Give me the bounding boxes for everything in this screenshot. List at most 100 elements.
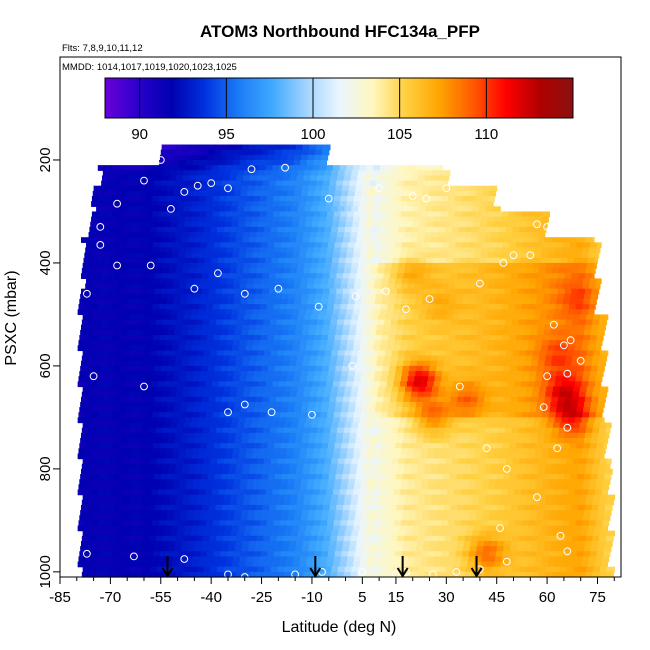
heatmap-cell [196, 170, 205, 177]
heatmap-cell [211, 221, 219, 228]
heatmap-cell [574, 345, 583, 352]
heatmap-cell [235, 144, 243, 151]
heatmap-cell [259, 340, 268, 346]
heatmap-cell [460, 201, 468, 207]
heatmap-cell [342, 329, 350, 336]
heatmap-cell [463, 432, 472, 439]
heatmap-cell [191, 309, 200, 316]
heatmap-cell [237, 350, 245, 357]
heatmap-cell [217, 206, 225, 213]
heatmap-cell [234, 293, 242, 300]
heatmap-cell [141, 468, 149, 475]
heatmap-cell [529, 443, 537, 449]
heatmap-cell [298, 257, 306, 264]
heatmap-cell [159, 242, 168, 249]
heatmap-cell [133, 443, 141, 449]
heatmap-cell [159, 298, 168, 305]
heatmap-cell [117, 216, 126, 223]
heatmap-cell [240, 371, 248, 377]
heatmap-cell [489, 407, 497, 413]
heatmap-cell [375, 185, 384, 192]
heatmap-cell [605, 396, 606, 403]
heatmap-cell [259, 453, 267, 460]
heatmap-cell [240, 443, 248, 449]
heatmap-cell [501, 484, 510, 491]
heatmap-cell [105, 412, 113, 418]
heatmap-cell [511, 232, 520, 238]
heatmap-cell [99, 443, 107, 449]
heatmap-cell [280, 412, 288, 418]
heatmap-cell [264, 386, 272, 393]
heatmap-cell [159, 479, 168, 485]
heatmap-cell [547, 417, 556, 424]
heatmap-cell [536, 407, 544, 413]
heatmap-cell [505, 350, 514, 357]
heatmap-cell [383, 324, 391, 331]
heatmap-cell [531, 237, 539, 243]
heatmap-cell [576, 407, 584, 413]
heatmap-cell [82, 458, 90, 465]
heatmap-cell [133, 401, 142, 408]
heatmap-cell [104, 201, 112, 207]
heatmap-cell [569, 298, 578, 305]
heatmap-cell [414, 211, 422, 218]
heatmap-cell [243, 319, 251, 326]
heatmap-cell [118, 196, 127, 202]
heatmap-cell [212, 345, 220, 352]
heatmap-cell [191, 165, 200, 171]
heatmap-cell [484, 432, 492, 439]
heatmap-cell [366, 309, 374, 316]
heatmap-cell [160, 365, 169, 372]
heatmap-cell [264, 494, 272, 501]
heatmap-cell [219, 159, 227, 166]
heatmap-cell [390, 360, 398, 367]
heatmap-cell [235, 324, 243, 331]
heatmap-cell [167, 474, 175, 480]
heatmap-cell [357, 232, 365, 238]
heatmap-cell [311, 350, 319, 357]
heatmap-cell [353, 165, 361, 171]
heatmap-cell [307, 154, 316, 161]
heatmap-cell [596, 371, 604, 377]
heatmap-cell [583, 242, 591, 249]
heatmap-cell [407, 211, 416, 218]
heatmap-cell [116, 422, 124, 429]
heatmap-cell [489, 371, 497, 377]
heatmap-cell [482, 335, 490, 341]
heatmap-cell [146, 190, 154, 197]
heatmap-cell [327, 304, 335, 310]
heatmap-cell [425, 262, 433, 269]
heatmap-cell [596, 242, 602, 249]
heatmap-cell [238, 345, 247, 352]
heatmap-cell [235, 396, 243, 403]
heatmap-cell [222, 268, 231, 274]
heatmap-cell [347, 283, 355, 290]
heatmap-cell [95, 319, 103, 326]
heatmap-cell [555, 283, 563, 290]
heatmap-cell [175, 324, 183, 331]
heatmap-cell [102, 458, 111, 465]
heatmap-cell [584, 293, 592, 300]
heatmap-cell [223, 458, 232, 465]
heatmap-cell [390, 232, 399, 238]
heatmap-cell [220, 335, 228, 341]
heatmap-cell [547, 257, 555, 264]
heatmap-cell [393, 165, 401, 171]
heatmap-cell [443, 237, 452, 243]
heatmap-cell [314, 335, 322, 341]
heatmap-cell [105, 283, 113, 290]
heatmap-cell [163, 262, 171, 269]
heatmap-cell [539, 350, 547, 357]
heatmap-cell [341, 242, 349, 249]
heatmap-cell [431, 232, 439, 238]
heatmap-cell [237, 494, 245, 501]
heatmap-cell [316, 324, 324, 331]
heatmap-cell [453, 221, 461, 228]
heatmap-cell [342, 401, 350, 408]
heatmap-cell [337, 458, 346, 465]
heatmap-cell [323, 175, 332, 182]
heatmap-cell [378, 350, 386, 357]
heatmap-cell [128, 232, 137, 238]
heatmap-cell [559, 494, 568, 501]
heatmap-cell [104, 216, 112, 223]
